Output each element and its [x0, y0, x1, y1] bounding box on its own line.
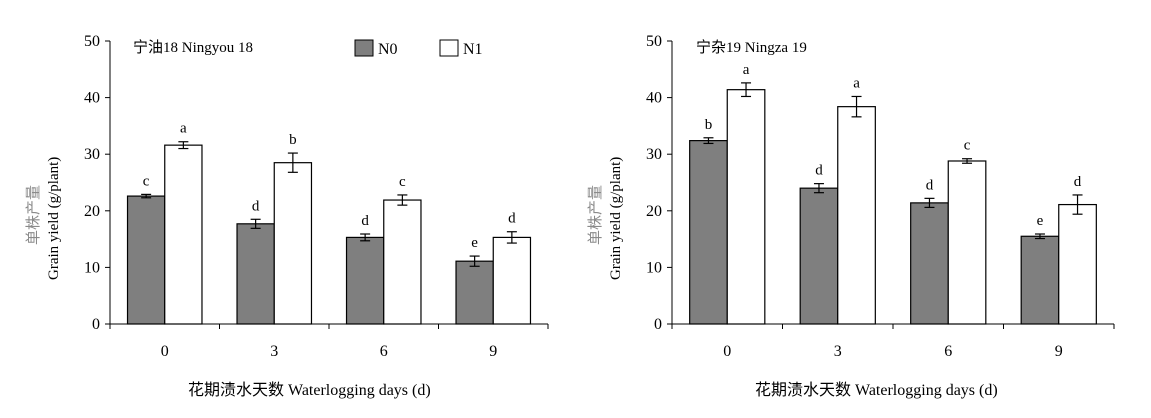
y-axis-label-group: 单株产量 Grain yield (g/plant) — [25, 157, 62, 280]
bar-n1 — [726, 89, 766, 325]
significance-label: a — [853, 75, 860, 91]
y-tick-label: 0 — [92, 316, 100, 333]
legend-label-n1: N1 — [463, 41, 483, 58]
x-tick-label: 9 — [1055, 343, 1063, 360]
bar-n1 — [837, 106, 876, 325]
significance-label: d — [926, 177, 934, 193]
significance-label: e — [471, 235, 478, 251]
y-tick-label: 10 — [84, 259, 100, 276]
significance-label: d — [1074, 174, 1082, 190]
y-tick-label: 20 — [646, 203, 662, 220]
bar-n0 — [345, 236, 385, 325]
significance-label: d — [252, 198, 260, 214]
significance-label: a — [180, 121, 187, 137]
x-tick-label: 9 — [489, 343, 497, 360]
y-tick-label: 10 — [646, 259, 662, 276]
chart-title: 宁杂19 Ningza 19 — [696, 39, 807, 56]
y-tick-label: 50 — [84, 33, 100, 50]
bar-n0 — [689, 140, 728, 325]
bar-n0 — [455, 260, 494, 325]
bar-n1 — [1058, 203, 1097, 325]
significance-label: d — [508, 211, 516, 227]
significance-label: d — [815, 163, 823, 179]
y-tick-label: 20 — [84, 203, 100, 220]
legend: N0 N1 — [354, 39, 483, 58]
legend-label-n0: N0 — [378, 41, 398, 58]
bar-n1 — [947, 160, 987, 325]
y-axis-label: Grain yield (g/plant) — [608, 157, 624, 280]
bar-n0 — [799, 187, 839, 325]
significance-label: d — [361, 213, 369, 229]
significance-label: c — [399, 174, 406, 190]
significance-label: a — [743, 62, 750, 78]
legend-swatch-n0 — [354, 39, 374, 57]
y-axis-label: Grain yield (g/plant) — [46, 157, 62, 280]
x-tick-label: 6 — [944, 343, 952, 360]
significance-label: c — [964, 138, 971, 154]
x-tick-label: 6 — [380, 343, 388, 360]
bar-n1 — [164, 144, 203, 325]
y-tick-label: 30 — [84, 146, 100, 163]
chart-title: 宁油18 Ningyou 18 — [133, 39, 253, 56]
x-tick-label: 0 — [723, 343, 731, 360]
significance-label: b — [705, 117, 713, 133]
x-tick-label: 3 — [270, 343, 278, 360]
significance-label: c — [143, 173, 150, 189]
bar-n1 — [492, 236, 532, 325]
bar-n0 — [126, 195, 166, 325]
significance-label: e — [1037, 213, 1044, 229]
y-axis-label-zh: 单株产量 — [25, 185, 42, 245]
x-axis-label: 花期渍水天数 Waterlogging days (d) — [188, 381, 431, 399]
significance-label: b — [289, 132, 297, 148]
bar-n0 — [1020, 235, 1060, 325]
y-axis-label-group: 单株产量 Grain yield (g/plant) — [587, 157, 624, 280]
x-axis-label: 花期渍水天数 Waterlogging days (d) — [755, 381, 998, 399]
bar-n1 — [383, 199, 422, 325]
bar-n1 — [273, 162, 313, 325]
legend-swatch-n1 — [439, 39, 459, 57]
bar-n0 — [910, 202, 949, 325]
y-tick-label: 0 — [654, 316, 662, 333]
y-axis-label-zh: 单株产量 — [587, 185, 604, 245]
x-tick-label: 0 — [161, 343, 169, 360]
y-tick-label: 40 — [84, 90, 100, 107]
y-tick-label: 40 — [646, 90, 662, 107]
y-tick-label: 50 — [646, 33, 662, 50]
y-tick-label: 30 — [646, 146, 662, 163]
chart-panel-ningyou18: 宁油18 Ningyou 18 单株产量 Grain yield (g/plan… — [25, 33, 549, 399]
bar-n0 — [236, 223, 275, 325]
x-tick-label: 3 — [834, 343, 842, 360]
chart-panel-ningza19: 宁杂19 Ningza 19 单株产量 Grain yield (g/plant… — [587, 33, 1115, 399]
